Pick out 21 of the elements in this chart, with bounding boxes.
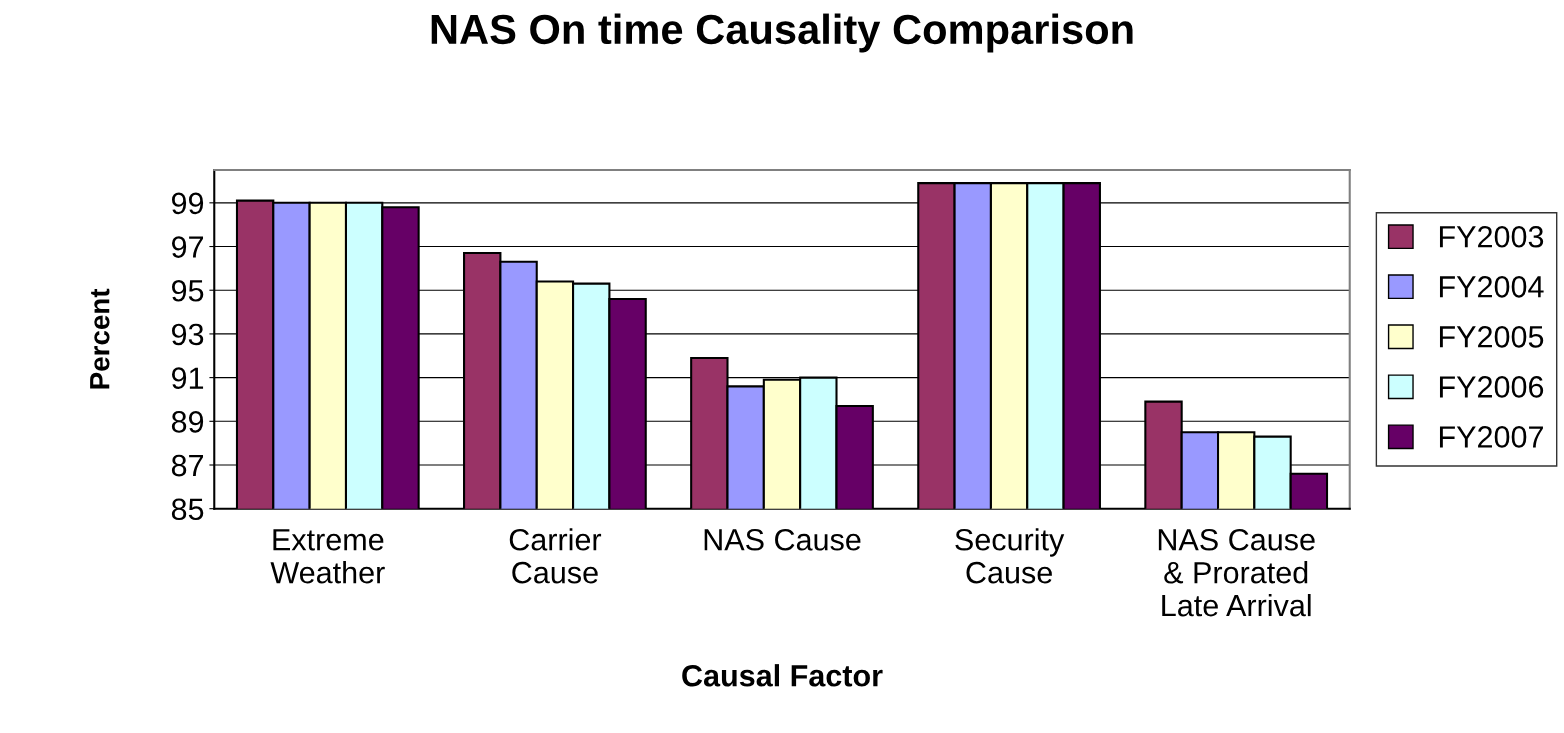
x-tick-label: NAS Cause & Prorated Late Arrival xyxy=(1158,528,1315,617)
x-tick-label: Extreme Weather xyxy=(270,529,385,584)
x-axis-title: Causal Factor xyxy=(682,664,883,687)
y-tick-label: 99 xyxy=(171,192,204,215)
x-tick-label: Security Cause xyxy=(955,528,1065,584)
y-tick-label: 91 xyxy=(171,367,204,389)
x-tick-label: Carrier Cause xyxy=(509,528,602,584)
y-tick-label: 89 xyxy=(171,411,204,433)
x-tick-label: NAS Cause xyxy=(704,528,861,551)
legend-label: FY2007 xyxy=(1439,426,1543,448)
legend-label: FY2004 xyxy=(1439,275,1544,298)
chart-title: NAS On time Causality Comparison xyxy=(431,13,1133,53)
legend-label: FY2003 xyxy=(1439,225,1544,248)
y-tick-label: 95 xyxy=(171,279,204,302)
legend-label: FY2005 xyxy=(1439,326,1544,348)
legend-label: FY2006 xyxy=(1439,376,1544,398)
y-axis-title: Percent xyxy=(90,288,110,389)
y-tick-label: 85 xyxy=(171,498,204,521)
y-tick-label: 97 xyxy=(171,236,204,258)
y-tick-label: 87 xyxy=(171,454,204,477)
y-tick-label: 93 xyxy=(171,323,204,346)
